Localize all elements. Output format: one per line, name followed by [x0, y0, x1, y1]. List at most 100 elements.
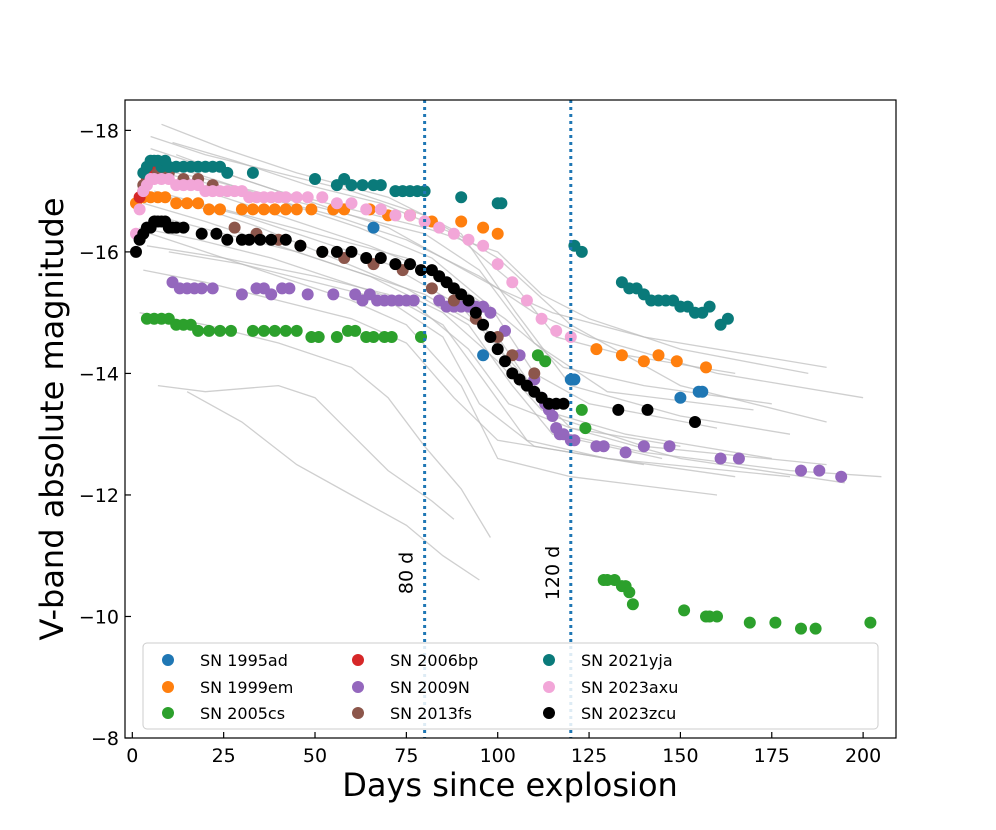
vertical-line-label-80: 80 d: [396, 552, 418, 594]
point-8-13: [195, 227, 208, 240]
point-7-40: [520, 294, 533, 307]
point-7-28: [345, 197, 358, 210]
background-curve-5: [150, 233, 718, 496]
legend-marker-7: [543, 681, 555, 693]
series-sn-2023axu: [130, 173, 577, 343]
point-2-36: [626, 598, 639, 611]
point-4-4: [195, 282, 208, 295]
point-5-15: [425, 282, 438, 295]
y-tick-label-0: −18: [79, 120, 119, 142]
vertical-reference-lines: 80 d 120 d: [396, 100, 573, 738]
point-4-48: [714, 452, 727, 465]
background-curve-6: [168, 251, 645, 466]
point-1-31: [700, 361, 712, 374]
point-6-21: [356, 179, 369, 192]
point-8-48: [557, 397, 570, 410]
point-7-23: [279, 191, 292, 204]
point-6-46: [703, 300, 716, 313]
point-4-49: [732, 452, 745, 465]
x-tick-label-75: 75: [394, 745, 418, 767]
x-tick-label-150: 150: [662, 745, 698, 767]
point-8-25: [360, 252, 373, 264]
y-axis-ticks: −18 −16 −14 −12 −10 −8: [79, 120, 131, 750]
point-8-14: [210, 227, 223, 240]
legend-label-4: SN 2009N: [390, 678, 470, 697]
point-6-20: [345, 179, 358, 192]
y-tick-label-4: −10: [79, 606, 119, 628]
point-6-17: [309, 173, 321, 185]
point-2-10: [225, 324, 237, 337]
legend-label-5: SN 2013fs: [390, 704, 472, 723]
point-1-6: [181, 197, 194, 210]
point-8-19: [265, 233, 278, 246]
point-2-9: [214, 324, 226, 337]
point-1-25: [491, 227, 504, 240]
legend-label-1: SN 1999em: [200, 678, 293, 697]
point-4-46: [637, 440, 650, 453]
point-2-43: [795, 622, 807, 635]
background-curve-16: [146, 245, 736, 478]
point-2-44: [809, 622, 822, 635]
point-6-29: [455, 191, 468, 204]
point-1-13: [268, 203, 281, 216]
point-8-40: [499, 355, 511, 368]
point-1-27: [615, 349, 628, 362]
legend-label-3: SN 2006bp: [390, 651, 478, 670]
point-7-36: [462, 233, 475, 246]
point-2-15: [290, 324, 303, 337]
y-tick-label-2: −14: [79, 363, 119, 385]
point-6-48: [721, 312, 734, 325]
point-7-38: [491, 258, 504, 271]
point-7-35: [447, 227, 460, 240]
point-2-13: [268, 324, 281, 337]
point-2-40: [711, 610, 723, 623]
point-2-28: [575, 403, 588, 416]
data-series: [130, 154, 877, 635]
point-4-30: [484, 306, 497, 319]
point-1-9: [214, 203, 226, 216]
point-2-20: [349, 324, 362, 337]
point-7-1: [133, 203, 146, 216]
point-7-24: [290, 191, 303, 204]
y-tick-label-1: −16: [79, 242, 119, 264]
point-2-18: [330, 331, 343, 343]
point-0-1: [477, 349, 490, 362]
point-4-6: [235, 288, 248, 301]
point-2-8: [203, 324, 215, 337]
point-7-34: [433, 221, 446, 234]
point-8-18: [254, 233, 267, 246]
legend-marker-5: [352, 707, 364, 719]
point-1-7: [192, 197, 205, 210]
legend-label-2: SN 2005cs: [200, 704, 285, 723]
point-4-50: [795, 464, 807, 477]
point-4-13: [327, 288, 340, 301]
legend: SN 1995ad SN 1999em SN 2005cs SN 2006bp SN 2…: [142, 642, 879, 730]
x-axis-label: Days since explosion: [342, 766, 678, 804]
legend-label-6: SN 2021yja: [581, 651, 673, 670]
series-sn-2005cs: [140, 312, 877, 635]
point-1-28: [637, 355, 650, 368]
point-4-5: [206, 282, 219, 295]
point-7-30: [374, 203, 387, 216]
point-8-39: [491, 343, 504, 356]
point-6-23: [374, 179, 387, 192]
point-8-26: [374, 252, 387, 264]
x-tick-label-125: 125: [571, 745, 607, 767]
point-2-14: [279, 324, 292, 337]
point-7-25: [301, 191, 314, 204]
point-2-12: [257, 324, 270, 337]
point-7-26: [316, 191, 329, 204]
series-sn-2023zcu: [130, 215, 701, 428]
legend-label-8: SN 2023zcu: [581, 704, 676, 723]
point-7-42: [550, 324, 563, 337]
point-0-6: [696, 385, 709, 398]
point-6-15: [221, 166, 234, 179]
point-8-17: [243, 233, 256, 246]
point-8-0: [130, 245, 142, 258]
point-5-20: [528, 367, 541, 380]
legend-marker-2: [162, 707, 174, 719]
y-axis-label: V-band absolute magnitude: [33, 197, 71, 640]
vertical-line-label-120: 120 d: [542, 546, 564, 600]
point-8-23: [330, 245, 343, 258]
point-8-21: [294, 239, 307, 252]
